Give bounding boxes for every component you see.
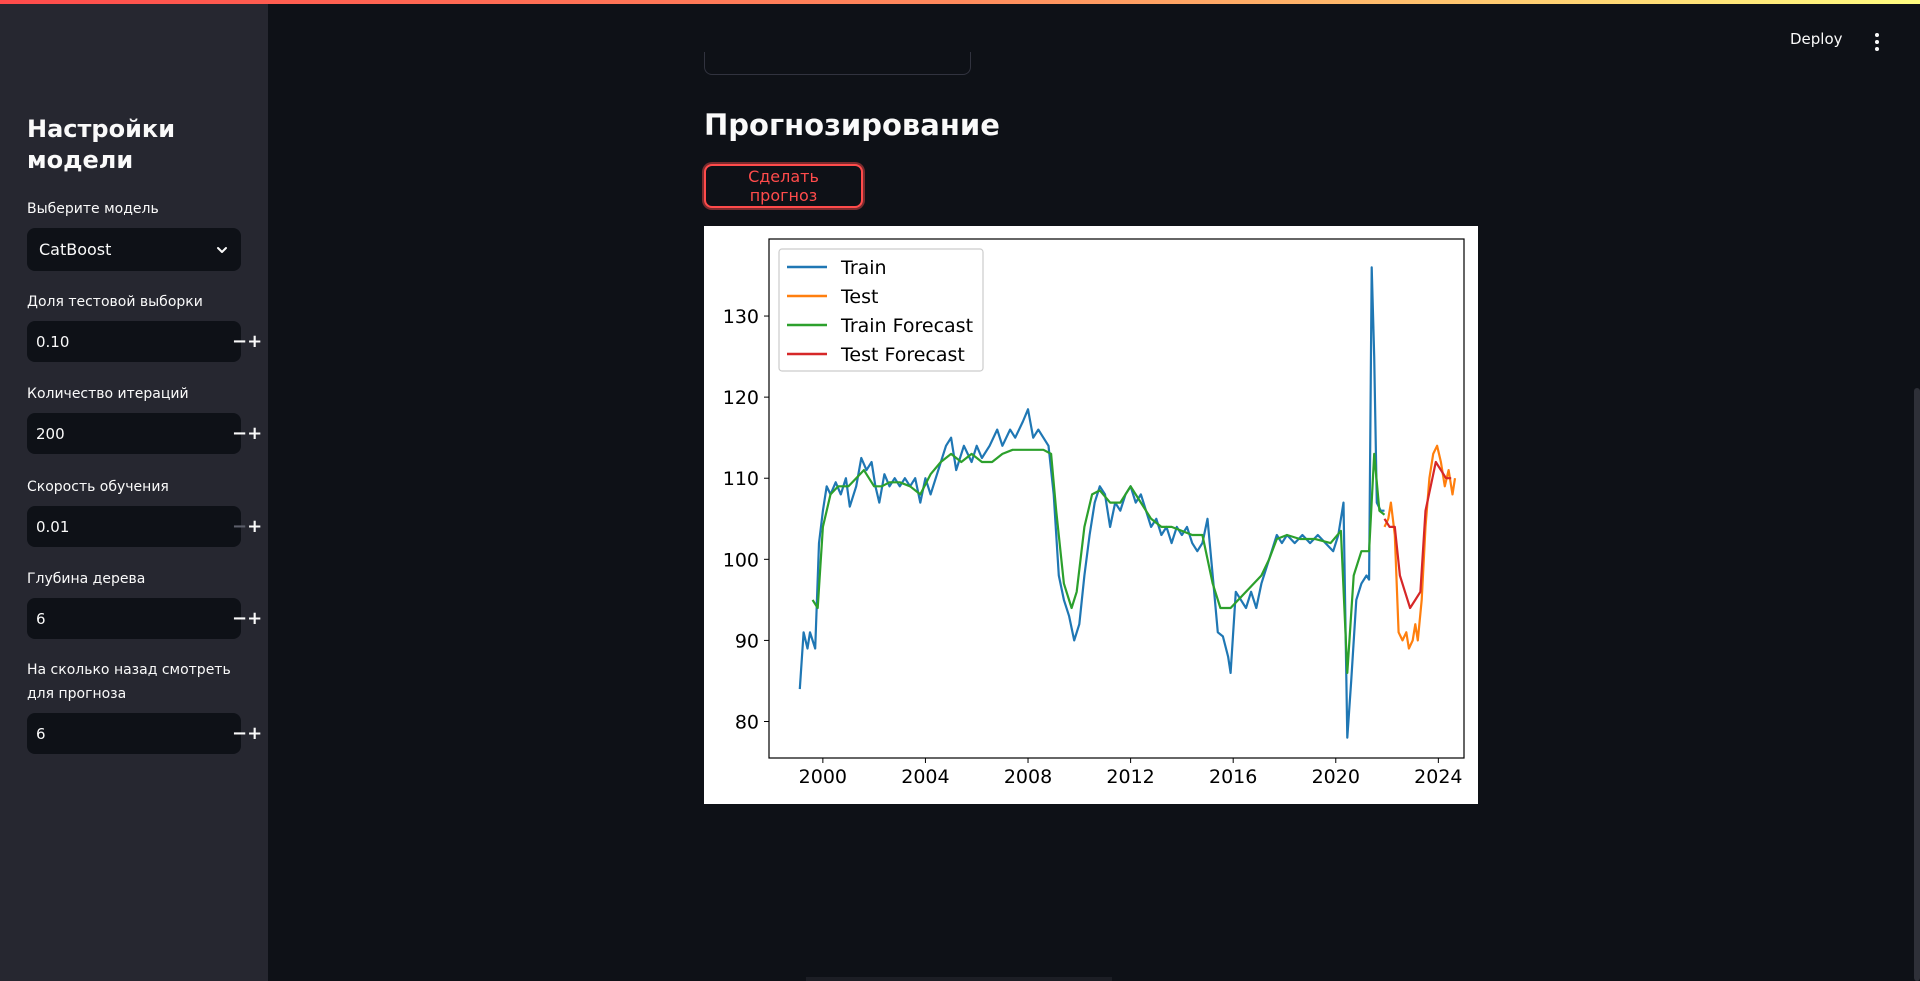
x-tick-label: 2004: [901, 766, 949, 788]
deploy-button[interactable]: Deploy: [1790, 30, 1843, 48]
series-line-train-forecast: [811, 448, 1386, 674]
learning-rate-decrement-button[interactable]: −: [232, 516, 248, 537]
x-tick-label: 2024: [1414, 766, 1462, 788]
iterations-input[interactable]: [27, 423, 232, 444]
y-tick-label: 90: [735, 630, 759, 652]
y-tick-label: 130: [723, 306, 759, 328]
vertical-dots-icon[interactable]: [1870, 33, 1884, 51]
x-tick-label: 2000: [799, 766, 847, 788]
forecast-chart-svg: 2000 2004 2008 2012 2016 2020 2024 80 90 100 110 12…: [723, 238, 1465, 788]
chart-legend: [778, 248, 984, 372]
iterations-decrement-button[interactable]: −: [232, 423, 248, 444]
test-size-label: Доля тестовой выборки: [27, 294, 203, 310]
chevron-down-icon: [217, 246, 227, 253]
series-line-test: [1383, 444, 1457, 650]
y-tick-label: 120: [723, 387, 759, 409]
sidebar: Настройки модели Выберите модель CatBoos…: [0, 4, 268, 981]
make-forecast-button[interactable]: Сделать прогноз: [704, 164, 863, 208]
tree-depth-label: Глубина дерева: [27, 571, 146, 587]
legend-label: Train Forecast: [840, 315, 973, 337]
learning-rate-input[interactable]: [27, 516, 232, 537]
tree-depth-decrement-button[interactable]: −: [232, 608, 248, 629]
series-line-test-forecast: [1383, 460, 1452, 610]
y-tick-label: 80: [735, 712, 759, 734]
lookback-label: На сколько назад смотреть для прогноза: [27, 662, 231, 702]
iterations-increment-button[interactable]: +: [247, 423, 263, 444]
section-title: Прогнозирование: [704, 108, 1000, 142]
lookback-input[interactable]: [27, 723, 232, 744]
learning-rate-label: Скорость обучения: [27, 479, 169, 495]
legend-label: Test: [840, 286, 878, 308]
learning-rate-increment-button[interactable]: +: [247, 516, 263, 537]
x-tick-label: 2020: [1312, 766, 1360, 788]
test-size-input[interactable]: [27, 331, 232, 352]
test-size-increment-button[interactable]: +: [247, 331, 263, 352]
y-tick-label: 110: [723, 468, 759, 490]
table-bottom-edge: [704, 52, 971, 75]
top-decoration-bar: [0, 0, 1920, 4]
lookback-increment-button[interactable]: +: [247, 723, 263, 744]
forecast-chart: 2000 2004 2008 2012 2016 2020 2024 80 90 100 110 12…: [704, 226, 1478, 804]
x-tick-label: 2016: [1209, 766, 1257, 788]
legend-label: Train: [840, 257, 887, 279]
scrollbar[interactable]: [1914, 388, 1920, 981]
plot-frame: [768, 238, 1465, 759]
y-tick-label: 100: [723, 549, 759, 571]
tree-depth-input[interactable]: [27, 608, 232, 629]
model-select-label: Выберите модель: [27, 201, 159, 217]
model-select[interactable]: CatBoost: [27, 228, 241, 271]
tree-depth-increment-button[interactable]: +: [247, 608, 263, 629]
legend-label: Test Forecast: [840, 344, 965, 366]
model-select-value: CatBoost: [39, 240, 112, 259]
sidebar-title: Настройки модели: [27, 115, 176, 174]
iterations-label: Количество итераций: [27, 386, 189, 402]
test-size-decrement-button[interactable]: −: [232, 331, 248, 352]
tree-depth-input-group: − +: [27, 598, 262, 639]
x-tick-label: 2008: [1004, 766, 1052, 788]
lookback-input-group: − +: [27, 713, 262, 754]
learning-rate-input-group: − +: [27, 506, 262, 547]
test-size-input-group: − +: [27, 321, 262, 362]
lookback-decrement-button[interactable]: −: [232, 723, 248, 744]
x-tick-label: 2012: [1106, 766, 1154, 788]
iterations-input-group: − +: [27, 413, 262, 454]
bottom-bar: [806, 977, 1112, 981]
